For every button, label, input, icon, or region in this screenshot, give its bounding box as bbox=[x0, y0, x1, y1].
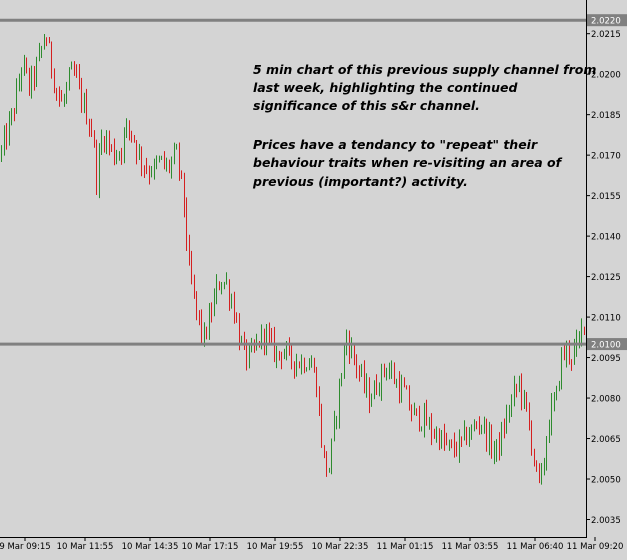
x-tick-label: 11 Mar 06:40 bbox=[507, 542, 564, 552]
x-tick-label: 10 Mar 11:55 bbox=[57, 542, 114, 552]
level-label: 2.0100 bbox=[591, 341, 621, 351]
y-tick-label: 2.0065 bbox=[591, 435, 621, 445]
y-tick-label: 2.0125 bbox=[591, 273, 621, 283]
x-axis-ticks: 9 Mar 09:15 10 Mar 11:55 10 Mar 14:35 10 Ma… bbox=[0, 537, 623, 552]
x-tick-label: 10 Mar 14:35 bbox=[122, 542, 179, 552]
y-tick-label: 2.0050 bbox=[591, 476, 621, 486]
x-tick-label: 11 Mar 01:15 bbox=[377, 542, 434, 552]
level-label-box bbox=[587, 338, 627, 351]
y-tick-label: 2.0140 bbox=[591, 233, 621, 243]
x-tick-label: 11 Mar 09:20 bbox=[567, 542, 624, 552]
level-lines bbox=[0, 18, 586, 346]
y-axis-ticks: 2.0215 2.0200 2.0185 2.0170 2.0155 2.0140 2.01… bbox=[586, 30, 621, 526]
y-tick-label: 2.0035 bbox=[591, 516, 621, 526]
chart-annotation: 5 min chart of this previous supply chan… bbox=[252, 62, 596, 189]
annotation-line: previous (important?) activity. bbox=[252, 174, 468, 189]
x-tick-label: 11 Mar 03:55 bbox=[442, 542, 499, 552]
y-tick-label: 2.0170 bbox=[591, 152, 621, 162]
annotation-line: last week, highlighting the continued bbox=[253, 80, 518, 95]
y-tick-label: 2.0095 bbox=[591, 354, 621, 364]
x-tick-label: 10 Mar 22:35 bbox=[312, 542, 369, 552]
x-tick-label: 10 Mar 19:55 bbox=[247, 542, 304, 552]
y-tick-label: 2.0200 bbox=[591, 71, 621, 81]
y-tick-label: 2.0110 bbox=[591, 314, 621, 324]
y-tick-label: 2.0185 bbox=[591, 111, 621, 121]
annotation-line: significance of this s&r channel. bbox=[253, 98, 480, 113]
y-tick-label: 2.0155 bbox=[591, 192, 621, 202]
annotation-line: 5 min chart of this previous supply chan… bbox=[253, 62, 596, 77]
y-tick-label: 2.0080 bbox=[591, 395, 621, 405]
level-label: 2.0220 bbox=[591, 17, 621, 27]
candle-series bbox=[1, 33, 585, 485]
y-tick-label: 2.0215 bbox=[591, 30, 621, 40]
level-label-box bbox=[587, 14, 627, 27]
x-tick-label: 10 Mar 17:15 bbox=[182, 542, 239, 552]
annotation-line: behaviour traits when re-visiting an are… bbox=[253, 155, 563, 170]
x-tick-label: 9 Mar 09:15 bbox=[0, 542, 51, 552]
level-labels: 2.0220 2.0100 bbox=[587, 14, 627, 351]
annotation-line: Prices have a tendancy to "repeat" their bbox=[253, 137, 538, 152]
